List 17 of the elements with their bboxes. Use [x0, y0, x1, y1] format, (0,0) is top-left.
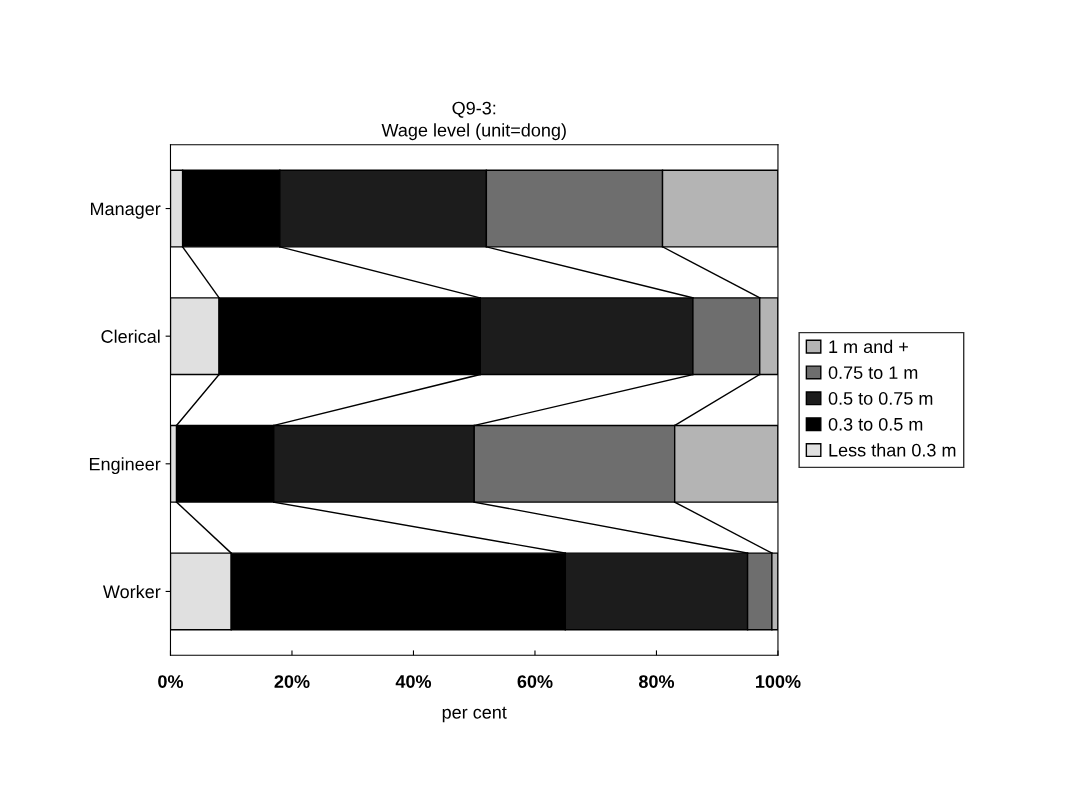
- y-tick-label: Worker: [102, 584, 161, 599]
- y-tick-label: Manager: [90, 202, 161, 219]
- legend-label: 1 m and +: [829, 339, 908, 354]
- x-tick-label: 80%: [638, 675, 675, 688]
- legend-label: 0.75 to 1 m: [828, 366, 918, 379]
- y-tick-label: Engineer: [89, 457, 161, 475]
- x-tick-label: 60%: [517, 675, 553, 688]
- x-tick-label: 100%: [756, 675, 801, 688]
- legend-label: Less than 0.3 m: [829, 443, 956, 457]
- x-tick-label: 0%: [158, 675, 184, 688]
- y-tick-label: Clerical: [101, 329, 160, 343]
- x-tick-label: 20%: [274, 675, 310, 688]
- chart-title: Q9-3: Wage level (unit=dong): [381, 101, 566, 141]
- x-tick-label: 40%: [395, 675, 432, 688]
- legend-label: 0.3 to 0.5 m: [828, 417, 923, 431]
- legend-label: 0.5 to 0.75 m: [828, 392, 933, 405]
- x-axis-title: per cent: [442, 706, 507, 723]
